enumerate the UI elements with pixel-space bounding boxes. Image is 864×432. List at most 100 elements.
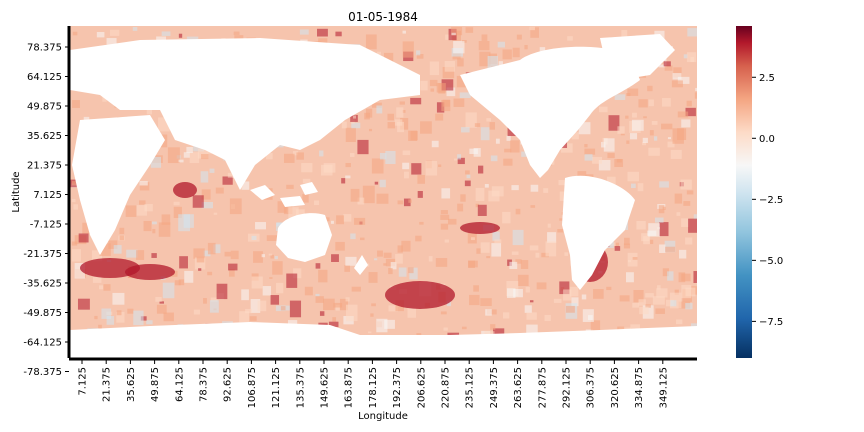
heatmap-cell [189, 152, 200, 164]
heatmap-cell [461, 326, 467, 330]
heatmap-cell [345, 162, 351, 168]
heatmap-cell [402, 162, 410, 170]
heatmap-cell [178, 279, 185, 286]
heatmap-cell [599, 106, 608, 113]
heatmap-cell [385, 258, 396, 267]
heatmap-cell [510, 140, 520, 153]
heatmap-cell [642, 137, 648, 143]
land-north-america [460, 46, 640, 178]
heatmap-cell [681, 284, 692, 299]
heatmap-cell [335, 31, 342, 37]
heatmap-cell [440, 210, 448, 215]
heatmap-cell [210, 297, 218, 302]
heatmap-cell [408, 199, 412, 203]
heatmap-cell [672, 73, 682, 80]
heatmap-cell [466, 174, 471, 179]
heatmap-cell [280, 306, 286, 311]
heatmap-cell [529, 26, 535, 31]
heatmap-cell [560, 143, 573, 153]
heatmap-cell [642, 142, 647, 146]
heatmap-cell [658, 205, 665, 214]
heatmap-cell [91, 250, 103, 262]
heatmap-cell [302, 194, 309, 203]
heatmap-cell [479, 51, 491, 67]
heatmap-cell [352, 115, 356, 119]
heatmap-cell [492, 328, 505, 337]
heatmap-cell [315, 296, 324, 303]
heatmap-cell [457, 157, 465, 165]
heatmap-cell [151, 253, 157, 258]
heatmap-cell [569, 286, 579, 297]
heatmap-cell [402, 30, 406, 34]
colorbar-ticks: 2.5 0.0 −2.5 −5.0 −7.5 [752, 73, 783, 328]
heatmap-cell [388, 267, 393, 275]
heatmap-cell [395, 254, 403, 264]
heatmap-cell [429, 61, 440, 76]
heatmap-cell [360, 237, 365, 241]
heatmap-cell [397, 121, 405, 133]
heatmap-cell [150, 156, 162, 168]
heatmap-cell [494, 239, 502, 244]
heatmap-cell [376, 105, 383, 114]
heatmap-cell [146, 320, 153, 325]
heatmap-cell [286, 273, 298, 288]
heatmap-cell [520, 260, 529, 269]
heatmap-cell [615, 242, 620, 248]
heatmap-cell [623, 243, 631, 249]
heatmap-cell [174, 280, 181, 286]
heatmap-cell [632, 302, 640, 308]
heatmap-cell [249, 316, 257, 321]
heatmap-cell [530, 184, 539, 192]
x-tick-label: 7.125 [78, 367, 89, 396]
heatmap-cell [530, 205, 536, 208]
heatmap-cell [664, 65, 673, 71]
heatmap-cell [662, 206, 666, 210]
axes: 78.375 64.125 49.875 35.625 21.375 7.125 -7.12… [23, 26, 697, 408]
heatmap-cell [686, 190, 694, 195]
heatmap-cell [269, 277, 273, 279]
heatmap-cell [683, 54, 688, 59]
y-tick-label: -64.125 [23, 338, 62, 349]
heatmap-cell [140, 316, 147, 321]
heatmap-cell [207, 242, 216, 255]
heatmap-cell [215, 187, 224, 194]
x-tick-label: 263.625 [513, 367, 524, 408]
heatmap-cell [677, 128, 687, 141]
heatmap-cell [676, 212, 681, 216]
heatmap-cell [515, 259, 522, 264]
heatmap-cell [565, 305, 575, 313]
heatmap-cell [563, 289, 572, 301]
heatmap-cell [543, 188, 549, 193]
heatmap-cell [186, 146, 193, 154]
heatmap-cell [645, 293, 654, 298]
heatmap-cell [606, 286, 612, 291]
heatmap-cell [155, 296, 162, 302]
heatmap-cell [665, 246, 676, 252]
colorbar-tick-label: −5.0 [759, 256, 783, 267]
heatmap-cell [625, 115, 629, 119]
heatmap-cell [77, 298, 90, 310]
heatmap-cell [521, 151, 529, 157]
heatmap-cell [275, 305, 286, 312]
heatmap-cell [659, 244, 666, 253]
heatmap-cell [203, 298, 207, 304]
heatmap-cell [227, 172, 237, 178]
y-tick-label: 21.375 [27, 161, 62, 172]
heatmap-cell [693, 214, 697, 220]
heatmap-cell [335, 241, 345, 251]
heatmap-cell [545, 241, 557, 257]
heatmap-cell [487, 55, 498, 70]
heatmap-cell [283, 153, 295, 163]
x-tick-label: 206.625 [416, 367, 427, 408]
colorbar-gradient [736, 26, 752, 358]
heatmap-cell [78, 233, 89, 243]
heatmap-cell [435, 113, 444, 121]
heatmap-cell [315, 293, 320, 297]
heatmap-cell [349, 153, 355, 157]
heatmap-cell [345, 304, 358, 322]
heatmap-cell [125, 205, 137, 217]
heatmap-cell [511, 251, 519, 255]
heatmap-cell [645, 304, 651, 308]
heatmap-cell [396, 107, 404, 118]
heatmap-cell [484, 184, 489, 188]
